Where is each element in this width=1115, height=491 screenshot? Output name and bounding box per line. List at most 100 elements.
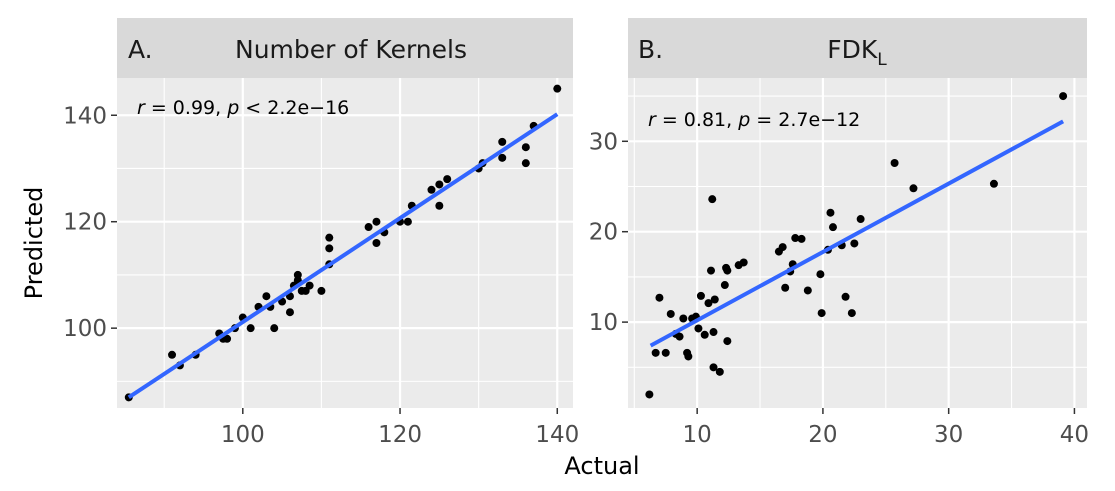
panel-b-x-tick-label: 30 [934, 422, 963, 448]
panel-a-data-point [435, 180, 444, 189]
panel-b-y-tick-label: 20 [589, 220, 618, 246]
panel-a-x-tick-label: 120 [378, 422, 422, 448]
panel-a-data-point [372, 239, 381, 247]
panel-b-x-tick-label: 10 [683, 422, 712, 448]
panel-a-stat-r: r [137, 97, 146, 119]
panel-a-data-point [364, 223, 373, 232]
panel-b-y-tick-label: 30 [589, 129, 618, 155]
panel-b-data-point [817, 309, 826, 318]
panel-a-data-point [325, 244, 334, 253]
panel-a-x-tick-label: 140 [535, 422, 579, 448]
panel-b-data-point [704, 299, 713, 308]
panel-a-grid [117, 78, 573, 408]
x-axis-title: Actual [564, 452, 639, 480]
panel-b-data-point [710, 295, 719, 304]
panel-a-stat: r = 0.99, p < 2.2e−16 [137, 97, 349, 119]
panel-a-stat-r-value: = 0.99, [145, 97, 227, 119]
panel-b-fit-line [649, 119, 1065, 348]
panel-b-stat-r-value: = 0.81, [656, 109, 738, 131]
panel-a-data-point [325, 233, 334, 242]
panel-b-title-main: FDK [827, 35, 878, 64]
panel-a-data-point [435, 201, 444, 210]
panel-a-data-point [246, 324, 255, 333]
panel-b-data-point [816, 270, 825, 279]
panel-a-strip [117, 18, 573, 78]
panel-b-data-point [679, 314, 688, 323]
panel-a-title: Number of Kernels [235, 35, 467, 64]
y-axis-title: Predicted [20, 187, 48, 300]
panel-b-stat-r: r [648, 109, 657, 131]
panel-b-data-point [720, 281, 729, 290]
panel-b-title-subscript: L [877, 50, 887, 70]
panel-b-data-point [696, 291, 705, 300]
panel-b-data-point [909, 184, 918, 193]
panel-b-stat-p: p [737, 109, 750, 131]
panel-b-data-point [709, 328, 718, 337]
panel-b-stat-p-value: = 2.7e−12 [750, 109, 860, 131]
panel-a-marks [124, 84, 562, 402]
panel-b-data-point [781, 283, 790, 292]
panel-b-data-point [803, 286, 812, 295]
panel-b-data-point [826, 208, 835, 217]
panel-b-data-point [700, 330, 709, 339]
panel-b-grid [628, 78, 1087, 408]
panel-a-axes: 100 120 140 100 120 140 [63, 103, 579, 448]
panel-a-data-point [317, 286, 326, 295]
panel-b-data-point [661, 348, 670, 357]
panel-a-y-tick-label: 140 [63, 103, 107, 129]
panel-a-data-point [498, 153, 507, 162]
panel-b-data-point [675, 332, 684, 341]
panel-b-data-point [847, 309, 856, 318]
panel-b-data-point [723, 266, 732, 275]
panel-a-data-point [427, 185, 436, 194]
panel-b-stat: r = 0.81, p = 2.7e−12 [648, 109, 860, 131]
panel-a-data-point [223, 334, 232, 343]
panel-a-data-point [270, 324, 279, 333]
panel-b-data-point [890, 158, 899, 167]
panel-a-data-point [262, 292, 271, 301]
panel-b-data-point [828, 223, 837, 232]
panel-b-strip [628, 18, 1087, 78]
panel-b-data-point [723, 337, 732, 346]
panel-a-stat-p-value: < 2.2e−16 [239, 97, 349, 119]
panel-a-stat-p: p [226, 97, 239, 119]
panel-b-data-point [706, 266, 715, 275]
panel-b-data-point [694, 324, 703, 333]
panel-b-data-point [709, 363, 718, 372]
panel-a-data-point [168, 350, 177, 359]
panel-b-data-point [1059, 92, 1068, 101]
panel-b-data-point [666, 309, 675, 318]
panel-b-data-point [651, 348, 660, 357]
panel-a-data-point [521, 143, 530, 152]
panel-a-letter: A. [128, 35, 153, 64]
panel-b-marks [645, 92, 1068, 399]
panel-b: B. FDKL r = 0.81, p = 2.7e−12 10 20 30 4010… [589, 18, 1089, 448]
panel-a-y-tick-label: 120 [63, 210, 107, 236]
panel-a-x-tick-label: 100 [221, 422, 265, 448]
panel-b-y-tick-label: 10 [589, 310, 618, 336]
panel-b-data-point [715, 367, 724, 376]
panel-b-data-point [645, 390, 654, 399]
panel-a-fit-line [127, 112, 559, 400]
panel-b-data-point [708, 195, 717, 204]
panel-b-data-point [655, 293, 664, 302]
panel-a-data-point [443, 175, 452, 184]
panel-b-data-point [989, 179, 998, 188]
panel-a-data-point [285, 308, 294, 317]
panel-b-letter: B. [638, 35, 663, 64]
panel-a-data-point [553, 84, 562, 93]
panel-b-data-point [778, 243, 787, 252]
panel-a-data-point [498, 137, 507, 146]
panel-a-data-point [372, 217, 381, 226]
panel-b-axes: 10 20 30 40 10 20 30 [589, 129, 1089, 448]
panel-b-data-point [739, 258, 748, 267]
panel-a-data-point [305, 281, 314, 290]
panel-b-data-point [856, 215, 865, 224]
panel-b-x-tick-label: 40 [1060, 422, 1089, 448]
panel-b-x-tick-label: 20 [808, 422, 837, 448]
panel-b-data-point [684, 352, 693, 361]
panel-a-data-point [403, 217, 412, 226]
panel-b-data-point [841, 292, 850, 301]
panel-b-data-point [850, 239, 859, 248]
